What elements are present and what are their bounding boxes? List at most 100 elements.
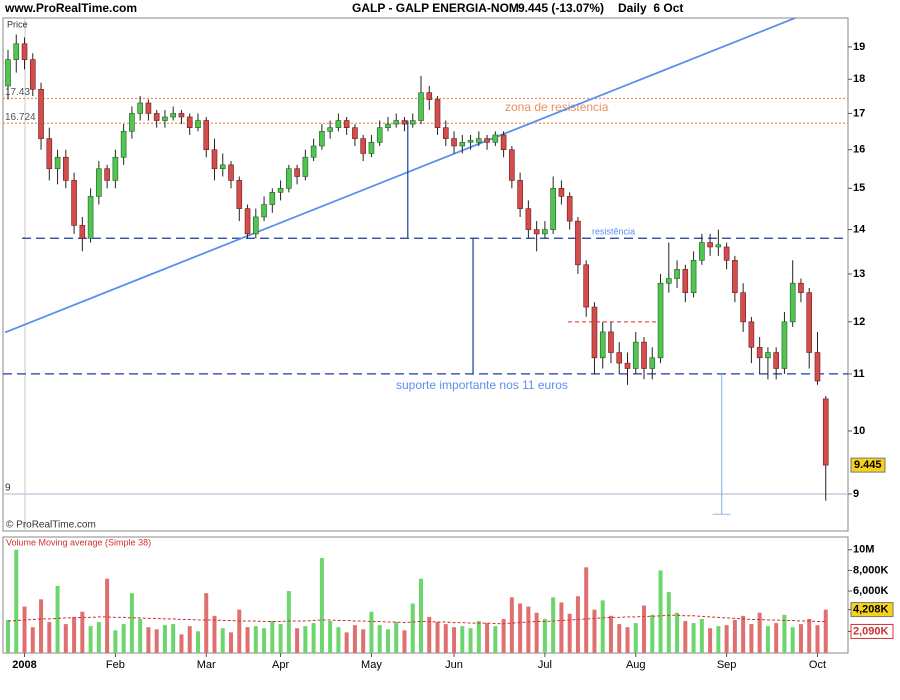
candle-body <box>583 264 590 308</box>
tick-highlight <box>850 602 894 618</box>
candle-body <box>63 156 69 181</box>
volume-bar <box>410 603 415 653</box>
x-tick-label: Jul <box>538 659 552 671</box>
candle-body <box>459 141 466 147</box>
volume-bar <box>716 626 721 653</box>
candle-body <box>707 242 713 248</box>
volume-bar <box>195 631 200 653</box>
candle-body <box>5 59 11 87</box>
candle-body <box>120 131 127 158</box>
candle-body <box>476 138 482 143</box>
candle-body <box>798 282 804 293</box>
candle-body <box>591 306 598 359</box>
candle-body <box>484 138 490 143</box>
volume-bar <box>72 616 77 653</box>
candle-body <box>632 341 639 369</box>
volume-bar <box>782 614 787 653</box>
candle-body <box>649 357 656 369</box>
y-tick-label: 10 <box>853 425 865 437</box>
volume-bar <box>435 622 440 653</box>
candle-body <box>376 127 383 143</box>
volume-bar <box>724 625 729 653</box>
volume-title: Volume Moving average (Simple 38) <box>6 537 151 547</box>
candle-body <box>46 138 53 170</box>
candle-body <box>748 321 755 348</box>
volume-bar <box>253 626 258 653</box>
candle-body <box>343 120 350 128</box>
candle-body <box>500 134 507 151</box>
last-price-box <box>850 457 886 473</box>
volume-bar <box>633 623 638 653</box>
volume-bar <box>534 612 539 653</box>
candle-body <box>327 127 333 132</box>
volume-bar <box>39 599 44 653</box>
candle-body <box>401 120 408 125</box>
candle-body <box>509 149 515 181</box>
symbol: GALP - GALP ENERGIA-NOM <box>352 1 519 15</box>
volume-bar <box>584 567 589 653</box>
candle-body <box>54 156 61 170</box>
volume-bar <box>741 615 746 653</box>
x-tick-label: 2008 <box>12 659 36 671</box>
volume-bar <box>295 628 300 653</box>
volume-bar <box>765 626 770 653</box>
y-tick-label: 6,000K <box>853 585 889 597</box>
y-tick-label: 19 <box>853 41 865 53</box>
candle-body <box>599 331 606 359</box>
volume-bar <box>352 625 357 653</box>
volume-bar <box>138 618 143 653</box>
candle-body <box>96 168 102 197</box>
candle-body <box>616 352 623 364</box>
volume-bar <box>518 603 523 653</box>
candle-body <box>682 269 689 293</box>
candle-body <box>674 269 680 279</box>
volume-bar <box>402 630 407 653</box>
volume-bar <box>14 549 19 653</box>
candle-body <box>286 168 292 189</box>
x-tick-label: Oct <box>809 659 826 671</box>
candle-body <box>525 208 532 230</box>
y-tick-label: 9 <box>853 488 859 500</box>
candle-body <box>21 43 28 60</box>
volume-bar <box>774 623 779 653</box>
volume-bar <box>80 611 85 653</box>
candle-body <box>87 196 94 239</box>
volume-bar <box>419 578 423 653</box>
volume-bar <box>642 605 647 653</box>
candle-body <box>789 282 796 323</box>
last-price-label: 9.445 <box>854 459 882 471</box>
volume-bar <box>493 626 498 653</box>
candle-body <box>261 204 267 218</box>
x-tick-label: Feb <box>106 659 125 671</box>
volume-bar <box>162 625 167 653</box>
candle-body <box>145 102 152 114</box>
x-tick-label: Apr <box>272 659 289 671</box>
volume-bar <box>245 627 250 653</box>
volume-bar <box>798 624 803 653</box>
volume-bar <box>683 621 688 653</box>
candle-body <box>186 116 193 128</box>
volume-bar <box>526 606 531 653</box>
candle-body <box>211 149 218 170</box>
volume-bar <box>551 597 556 653</box>
candle-body <box>269 192 276 205</box>
candle-body <box>566 196 573 222</box>
volume-bar <box>542 618 547 653</box>
volume-bar <box>63 624 68 653</box>
candle-body <box>467 140 474 143</box>
volume-bar <box>377 625 382 653</box>
candle-body <box>542 229 548 235</box>
candle-body <box>294 168 300 177</box>
volume-bar <box>328 621 333 653</box>
y-tick-label: 8,000K <box>853 564 889 576</box>
candle-body <box>162 116 168 121</box>
volume-bar <box>427 616 432 653</box>
candle-body <box>434 99 441 128</box>
candle-body <box>228 164 234 181</box>
candle-body <box>533 229 540 235</box>
volume-bar <box>732 619 737 653</box>
volume-bar <box>452 627 457 653</box>
volume-bar <box>815 625 820 653</box>
y-tick-label: 15 <box>853 182 865 194</box>
candle-body <box>442 127 449 139</box>
